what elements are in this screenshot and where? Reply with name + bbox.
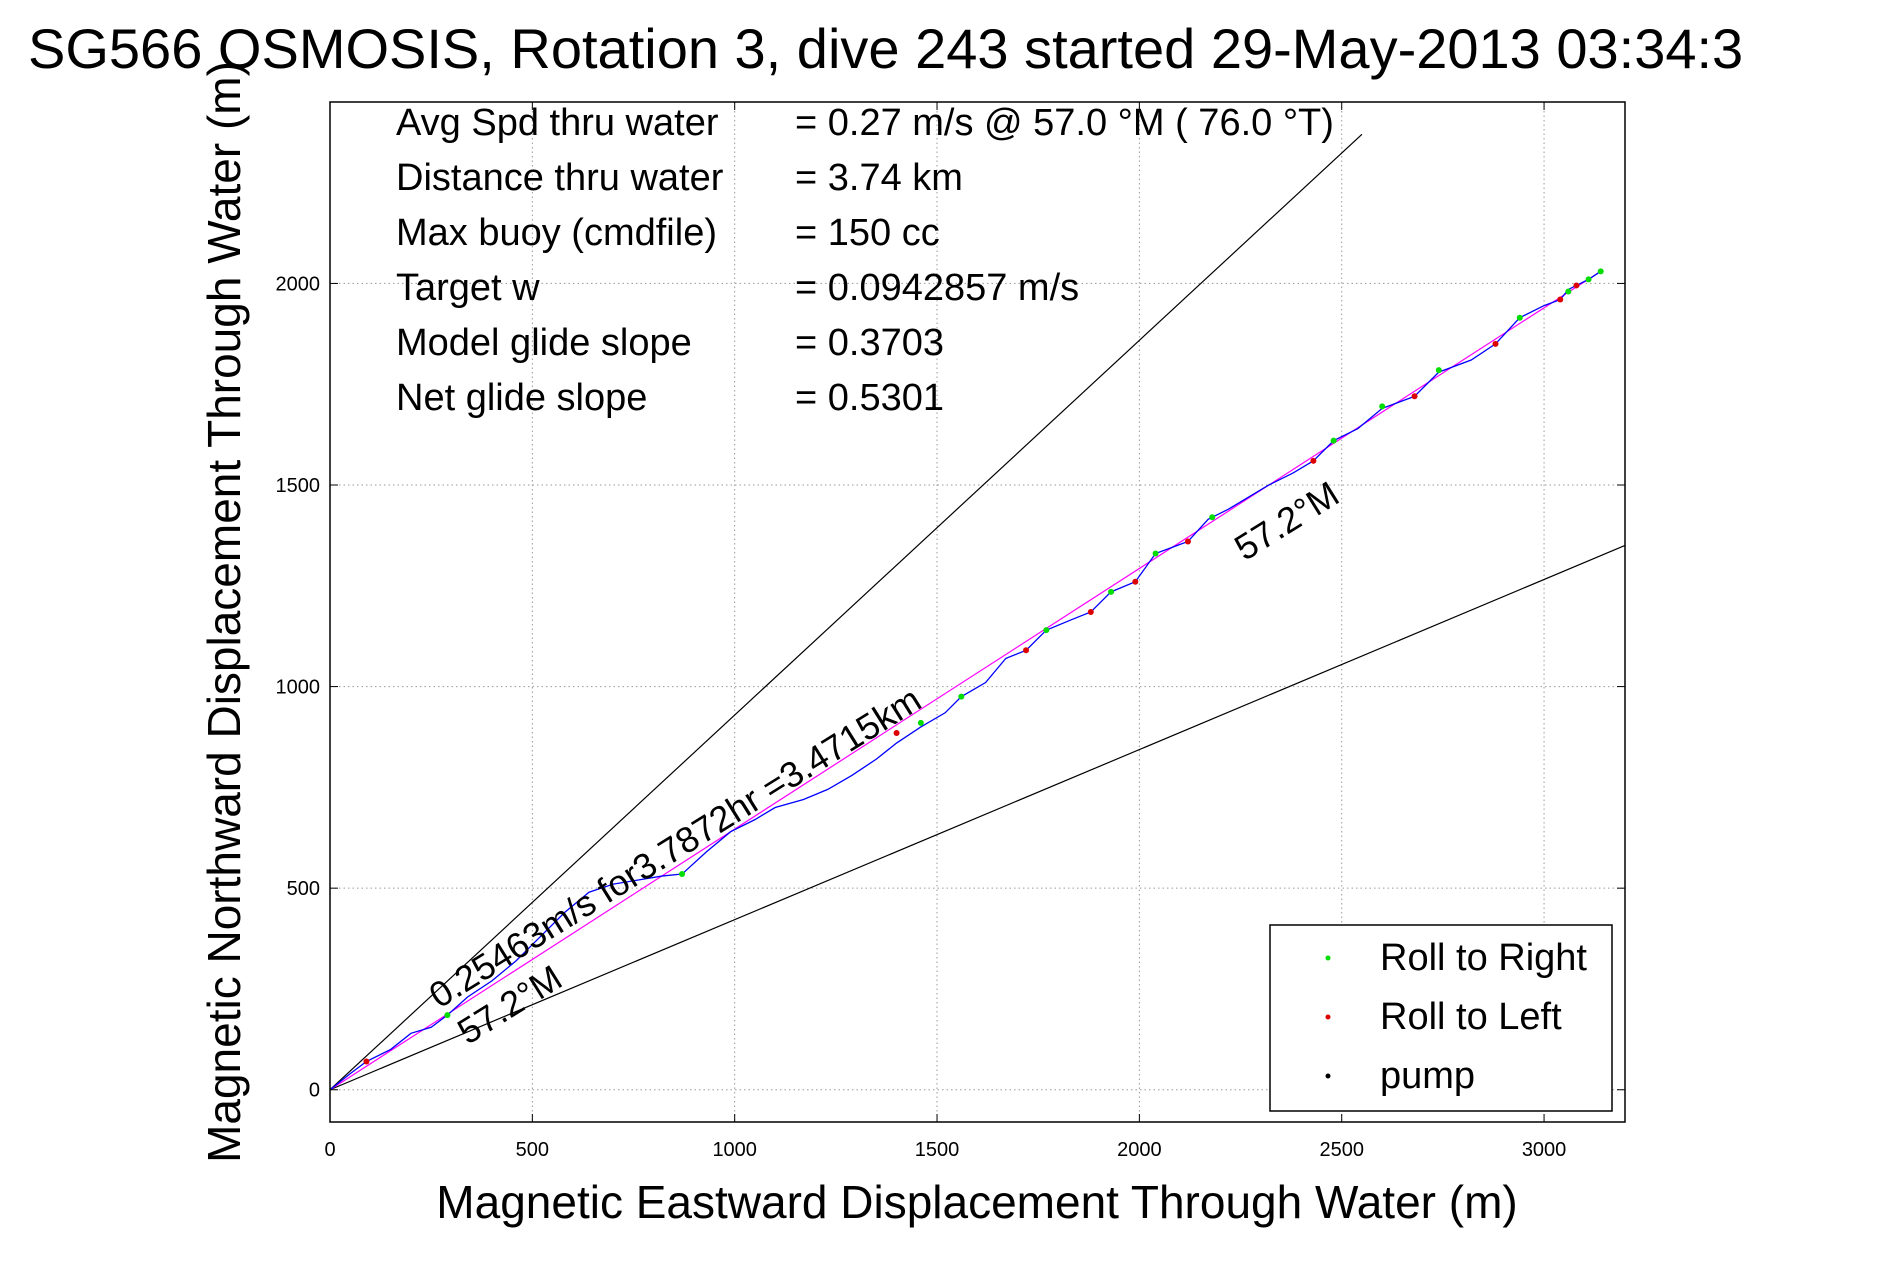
point-roll-to-right xyxy=(444,1012,451,1019)
legend-marker xyxy=(1325,1014,1331,1020)
info-label: Max buoy (cmdfile) xyxy=(396,212,717,254)
legend-label: pump xyxy=(1380,1055,1475,1097)
series-layer xyxy=(329,268,1604,1091)
x-axis-label: Magnetic Eastward Displacement Through W… xyxy=(436,1176,1517,1228)
legend-label: Roll to Left xyxy=(1380,996,1562,1038)
annotations: 0.25463m/s for3.7872hr =3.4715km57.2°M57… xyxy=(422,473,1346,1052)
x-tick-label: 1500 xyxy=(915,1139,960,1161)
point-roll-to-right xyxy=(1585,276,1592,283)
info-label: Avg Spd thru water xyxy=(396,102,719,144)
info-value: = 0.3703 xyxy=(795,322,944,364)
point-roll-to-right xyxy=(679,871,686,878)
y-axis-label: Magnetic Northward Displacement Through … xyxy=(198,61,250,1163)
chart-annotation: 0.25463m/s for3.7872hr =3.4715km xyxy=(422,678,928,1016)
y-axis-ticks: 0 500 1000 1500 2000 xyxy=(276,273,1625,1102)
y-tick-label: 2000 xyxy=(276,273,321,295)
point-roll-to-left xyxy=(1132,578,1139,585)
info-value: = 0.5301 xyxy=(795,377,944,419)
reference-line-net-track xyxy=(329,270,1602,1091)
point-roll-to-right xyxy=(1209,514,1216,521)
plot-frame xyxy=(329,101,1626,1123)
info-value: = 0.0942857 m/s xyxy=(795,267,1079,309)
series-line-track xyxy=(329,270,1602,1091)
point-roll-to-right xyxy=(1043,627,1050,634)
chart-title: SG566 OSMOSIS, Rotation 3, dive 243 star… xyxy=(28,17,1743,80)
legend-label: Roll to Right xyxy=(1380,937,1587,979)
legend-marker xyxy=(1325,1073,1331,1079)
y-tick-label: 1000 xyxy=(276,677,321,699)
x-tick-label: 500 xyxy=(516,1139,549,1161)
info-panel: Avg Spd thru water = 0.27 m/s @ 57.0 °M (… xyxy=(396,102,1334,419)
point-roll-to-right xyxy=(1435,367,1442,374)
point-roll-to-right xyxy=(917,719,924,726)
point-roll-to-left xyxy=(1411,393,1418,400)
x-tick-label: 0 xyxy=(324,1139,335,1161)
point-roll-to-left xyxy=(1573,282,1580,289)
point-roll-to-right xyxy=(1152,550,1159,557)
y-tick-label: 0 xyxy=(309,1080,320,1102)
point-roll-to-right xyxy=(1108,588,1115,595)
x-tick-label: 2000 xyxy=(1117,1139,1162,1161)
chart-annotation: 57.2°M xyxy=(1227,473,1346,568)
point-roll-to-left xyxy=(893,729,900,736)
info-value: = 150 cc xyxy=(795,212,940,254)
reference-line-upper-bound xyxy=(329,133,1363,1091)
point-roll-to-right xyxy=(958,693,965,700)
info-label: Target w xyxy=(396,267,540,309)
point-roll-to-left xyxy=(1310,457,1317,464)
info-label: Model glide slope xyxy=(396,322,692,364)
reference-line-lower-bound xyxy=(329,544,1626,1091)
point-roll-to-right xyxy=(1379,403,1386,410)
point-roll-to-right xyxy=(1516,314,1523,321)
reference-lines xyxy=(329,133,1626,1091)
info-label: Distance thru water xyxy=(396,157,724,199)
point-roll-to-left xyxy=(1184,538,1191,545)
point-roll-to-left xyxy=(1023,647,1030,654)
point-roll-to-right xyxy=(1330,437,1337,444)
x-axis-ticks: 0 500 1000 1500 2000 2500 3000 xyxy=(324,102,1566,1161)
point-roll-to-left xyxy=(1087,609,1094,615)
point-roll-to-right xyxy=(1565,288,1572,295)
point-roll-to-left xyxy=(1492,340,1499,347)
info-label: Net glide slope xyxy=(396,377,647,419)
info-value: = 3.74 km xyxy=(795,157,963,199)
legend-marker xyxy=(1325,955,1331,961)
point-roll-to-left xyxy=(1557,296,1564,303)
x-tick-label: 2500 xyxy=(1319,1139,1364,1161)
y-tick-label: 500 xyxy=(287,878,320,900)
x-tick-label: 1000 xyxy=(712,1139,757,1161)
x-tick-label: 3000 xyxy=(1522,1139,1567,1161)
y-tick-label: 1500 xyxy=(276,475,321,497)
legend: Roll to Right Roll to Left pump xyxy=(1269,924,1613,1112)
point-roll-to-right xyxy=(1597,268,1604,275)
point-roll-to-left xyxy=(363,1058,370,1065)
info-value: = 0.27 m/s @ 57.0 °M ( 76.0 °T) xyxy=(795,102,1334,144)
